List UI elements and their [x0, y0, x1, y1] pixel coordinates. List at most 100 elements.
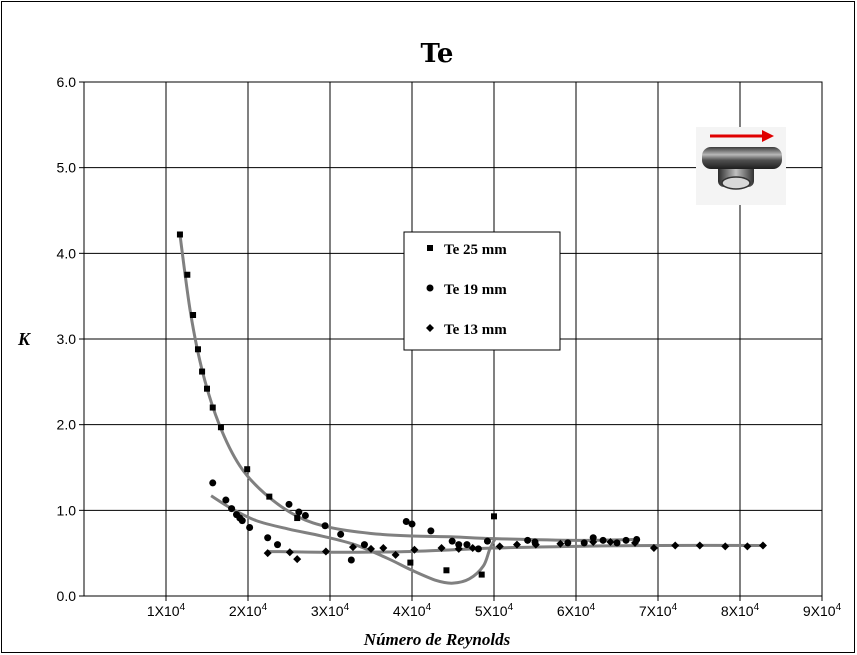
y-tick-label: 0.0	[57, 588, 77, 604]
data-point-square	[184, 271, 191, 278]
data-point-diamond	[468, 544, 477, 553]
y-tick-label: 4.0	[57, 245, 77, 261]
data-point-diamond	[512, 540, 521, 549]
data-point-square	[176, 231, 183, 238]
data-point-square	[407, 559, 414, 566]
data-point-diamond	[671, 541, 680, 550]
data-point-circle	[274, 541, 282, 549]
data-point-square	[244, 466, 251, 473]
y-tick-label: 6.0	[57, 74, 77, 90]
data-point-circle	[622, 536, 630, 544]
data-point-diamond	[454, 544, 463, 553]
x-tick-label: 6X104	[557, 602, 596, 619]
data-point-diamond	[743, 542, 752, 551]
data-point-circle	[455, 541, 463, 549]
data-point-circle	[360, 541, 368, 549]
x-tick-label: 9X104	[803, 602, 842, 619]
legend-label-te-19: Te 19 mm	[444, 282, 507, 298]
x-tick-label: 2X104	[229, 602, 268, 619]
data-point-diamond	[495, 542, 504, 551]
y-tick-label: 5.0	[57, 160, 77, 176]
data-point-diamond	[321, 547, 330, 556]
data-point-circle	[474, 545, 482, 553]
y-tick-label: 3.0	[57, 331, 77, 347]
data-point-circle	[483, 537, 491, 545]
data-point-square	[217, 424, 224, 431]
y-tick-label: 2.0	[57, 417, 77, 433]
data-point-diamond	[589, 538, 598, 547]
tee-fitting-icon	[696, 127, 786, 205]
legend: Te 25 mm Te 19 mm Te 13 mm	[403, 231, 561, 351]
y-axis-ticks: 0.0 1.0 2.0 3.0 4.0 5.0 6.0	[57, 74, 84, 604]
x-tick-label: 5X104	[475, 602, 514, 619]
legend-label-te-13: Te 13 mm	[444, 322, 507, 338]
data-point-diamond	[758, 541, 767, 550]
data-point-circle	[564, 539, 572, 547]
data-point-circle	[337, 530, 345, 538]
data-point-diamond	[391, 550, 400, 559]
data-point-diamond	[531, 540, 540, 549]
data-point-circle	[238, 517, 246, 525]
data-point-diamond	[379, 544, 388, 553]
data-point-diamond	[293, 555, 302, 564]
data-point-square	[199, 368, 206, 375]
y-tick-label: 1.0	[57, 502, 77, 518]
data-point-diamond	[285, 548, 294, 557]
data-point-diamond	[367, 544, 375, 553]
data-point-circle	[285, 500, 293, 508]
data-point-diamond	[263, 549, 272, 558]
data-point-circle	[408, 520, 416, 528]
x-tick-label: 3X104	[311, 602, 350, 619]
data-point-circle	[402, 517, 410, 525]
data-point-circle	[613, 539, 621, 547]
data-point-circle	[228, 505, 236, 513]
data-point-circle	[589, 534, 597, 542]
data-point-square	[478, 571, 485, 578]
data-point-circle	[524, 536, 532, 544]
x-axis-label: Número de Reynolds	[363, 630, 511, 649]
legend-marker-circle	[426, 284, 434, 292]
data-point-circle	[321, 522, 329, 530]
data-point-circle	[209, 479, 217, 487]
data-point-circle	[347, 556, 355, 564]
data-point-diamond	[606, 538, 615, 547]
chart-title: Te	[421, 39, 454, 69]
data-point-circle	[222, 496, 230, 504]
data-point-diamond	[348, 543, 357, 552]
x-tick-label: 8X104	[721, 602, 760, 619]
data-point-diamond	[649, 544, 658, 553]
data-point-diamond	[437, 544, 446, 553]
data-point-square	[294, 515, 301, 522]
data-point-circle	[295, 508, 303, 516]
x-tick-label: 4X104	[393, 602, 432, 619]
data-point-diamond	[410, 545, 419, 554]
y-axis-label: K	[17, 329, 32, 349]
data-point-circle	[448, 537, 456, 545]
data-point-square	[190, 312, 197, 319]
legend-marker-square	[427, 245, 433, 251]
data-point-square	[204, 385, 210, 392]
data-point-diamond	[695, 541, 704, 550]
data-point-square	[194, 346, 201, 353]
data-point-circle	[264, 534, 272, 542]
x-tick-label: 7X104	[639, 602, 678, 619]
data-point-square	[266, 493, 273, 500]
data-point-circle	[427, 527, 435, 535]
data-point-diamond	[631, 538, 640, 547]
data-point-diamond	[721, 542, 730, 551]
data-point-circle	[301, 511, 309, 519]
x-tick-label: 1X104	[147, 602, 186, 619]
data-points	[176, 231, 767, 578]
data-point-diamond	[556, 539, 565, 548]
data-point-circle	[246, 523, 254, 531]
trend-line-series-1	[210, 494, 497, 585]
x-axis-ticks: 1X104 2X104 3X104 4X104 5X104 6X104 7X104 8X104…	[147, 596, 842, 619]
data-point-circle	[599, 536, 607, 544]
legend-marker-diamond	[426, 324, 434, 332]
data-point-square	[443, 567, 450, 574]
data-point-square	[209, 404, 216, 411]
legend-label-te-25: Te 25 mm	[444, 242, 507, 258]
data-point-circle	[463, 541, 471, 549]
